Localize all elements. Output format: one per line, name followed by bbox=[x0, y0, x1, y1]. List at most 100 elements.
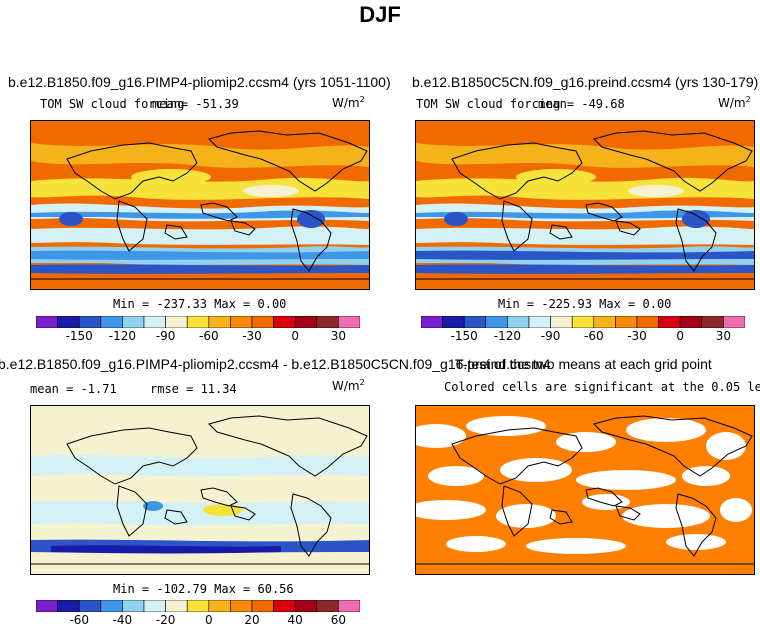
field-band bbox=[416, 210, 754, 219]
diff-blob bbox=[203, 504, 243, 516]
colorbar-swatch bbox=[208, 316, 231, 328]
field-blob bbox=[297, 210, 325, 228]
ttest-insignificant-area bbox=[682, 466, 730, 486]
ttest-insignificant-area bbox=[720, 498, 752, 522]
field-blob bbox=[682, 210, 710, 228]
colorbar-swatch bbox=[230, 600, 253, 612]
colorbar-swatch bbox=[338, 600, 360, 612]
colorbar-swatch bbox=[679, 316, 703, 328]
coastline bbox=[164, 509, 188, 525]
colorbar-tick-label: -150 bbox=[450, 329, 478, 343]
field-blob bbox=[516, 169, 596, 185]
field-band bbox=[416, 250, 754, 260]
colorbar-swatch bbox=[550, 316, 573, 328]
coastline bbox=[116, 200, 148, 252]
colorbar-tick-label: 0 bbox=[676, 329, 685, 343]
panel3-colorbar bbox=[36, 600, 360, 612]
coastline bbox=[451, 427, 583, 485]
panel2-variable-label: TOM SW cloud forcing bbox=[416, 97, 561, 111]
colorbar-swatch bbox=[316, 600, 339, 612]
colorbar-swatch bbox=[294, 600, 318, 612]
coastline bbox=[164, 224, 188, 240]
colorbar-swatch bbox=[316, 316, 339, 328]
coastline bbox=[501, 200, 533, 252]
colorbar-swatch bbox=[57, 316, 80, 328]
colorbar-swatch bbox=[36, 316, 58, 328]
coastline bbox=[230, 505, 256, 521]
field-band bbox=[416, 143, 754, 168]
colorbar-swatch bbox=[636, 316, 659, 328]
panel2-mean-label: mean= -49.68 bbox=[538, 97, 625, 111]
colorbar-swatch bbox=[165, 316, 188, 328]
ttest-insignificant-area bbox=[526, 538, 626, 554]
field-blob bbox=[444, 212, 468, 226]
coastline bbox=[200, 202, 238, 222]
colorbar-swatch bbox=[251, 600, 274, 612]
panel1-colorbar bbox=[36, 316, 360, 328]
field-band bbox=[416, 226, 754, 245]
colorbar-swatch bbox=[528, 316, 551, 328]
colorbar-swatch bbox=[230, 316, 253, 328]
colorbar-tick-label: 20 bbox=[244, 613, 260, 627]
field-band bbox=[31, 210, 369, 219]
coastline bbox=[675, 208, 717, 272]
colorbar-swatch bbox=[36, 600, 58, 612]
colorbar-swatch bbox=[658, 316, 681, 328]
field-blob bbox=[131, 169, 211, 185]
diff-band bbox=[31, 455, 369, 477]
coastline bbox=[66, 142, 198, 200]
colorbar-swatch bbox=[122, 316, 145, 328]
field-band bbox=[31, 264, 369, 274]
ttest-insignificant-area bbox=[582, 494, 630, 510]
panel3-rmse-label: rmse = 11.34 bbox=[150, 382, 237, 396]
panel1-map bbox=[30, 120, 370, 290]
diff-band bbox=[31, 500, 369, 526]
coastline bbox=[585, 202, 623, 222]
panel3-title: b.e12.B1850.f09_g16.PIMP4-pliomip2.ccsm4… bbox=[0, 356, 551, 372]
colorbar-tick-label: 60 bbox=[330, 613, 347, 627]
ttest-insignificant-area bbox=[428, 466, 484, 486]
coastline bbox=[615, 505, 641, 521]
colorbar-swatch bbox=[463, 316, 487, 328]
colorbar-tick-label: 0 bbox=[291, 329, 300, 343]
panel4-subtitle: Colored cells are significant at the 0.0… bbox=[444, 380, 760, 394]
panel3-units: W/m2 bbox=[332, 378, 365, 393]
coastline bbox=[549, 224, 573, 240]
panel1-title: b.e12.B1850.f09_g16.PIMP4-pliomip2.ccsm4… bbox=[8, 74, 391, 90]
panel3-map bbox=[30, 405, 370, 575]
coastline bbox=[615, 220, 641, 236]
panel3-minmax: Min = -102.79 Max = 60.56 bbox=[113, 582, 294, 596]
ttest-insignificant-area bbox=[706, 432, 746, 460]
colorbar-swatch bbox=[615, 316, 638, 328]
colorbar-tick-label: -60 bbox=[583, 329, 604, 343]
field-blob bbox=[59, 212, 83, 226]
coastline bbox=[208, 130, 368, 192]
colorbar-tick-label: 40 bbox=[287, 613, 303, 627]
colorbar-swatch bbox=[571, 316, 595, 328]
colorbar-swatch bbox=[251, 316, 274, 328]
colorbar-swatch bbox=[122, 600, 145, 612]
colorbar-tick-label: -20 bbox=[155, 613, 176, 627]
colorbar-swatch bbox=[100, 600, 123, 612]
panel1-minmax: Min = -237.33 Max = 0.00 bbox=[113, 297, 287, 311]
colorbar-tick-label: 30 bbox=[330, 329, 347, 343]
colorbar-swatch bbox=[273, 600, 296, 612]
panel1-units: W/m2 bbox=[332, 95, 365, 110]
colorbar-swatch bbox=[78, 600, 102, 612]
coastline bbox=[675, 493, 717, 557]
colorbar-tick-label: -60 bbox=[69, 613, 89, 627]
coastline bbox=[290, 208, 332, 272]
ttest-insignificant-area bbox=[576, 470, 676, 490]
panel4-title: T-test of the two means at each grid poi… bbox=[455, 356, 712, 372]
ttest-insignificant-area bbox=[416, 424, 466, 448]
colorbar-swatch bbox=[208, 600, 231, 612]
ttest-insignificant-area bbox=[626, 418, 706, 442]
field-blob bbox=[243, 185, 299, 197]
colorbar-tick-label: -120 bbox=[493, 329, 522, 343]
panel1-mean-label: mean= -51.39 bbox=[152, 97, 239, 111]
ttest-insignificant-area bbox=[466, 416, 546, 436]
colorbar-swatch bbox=[723, 316, 745, 328]
ttest-insignificant-area bbox=[500, 458, 572, 482]
colorbar-swatch bbox=[442, 316, 465, 328]
coastline bbox=[593, 415, 753, 477]
